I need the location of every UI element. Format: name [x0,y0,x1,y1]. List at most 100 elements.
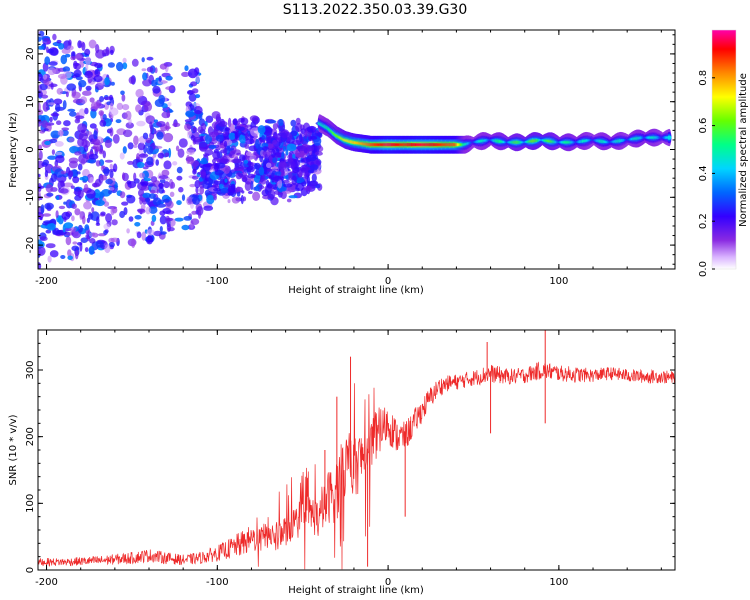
heatmap-cell [60,180,65,188]
heatmap-cell [89,123,97,129]
heatmap-cell [292,154,296,159]
heatmap-cell [199,160,209,165]
heatmap-cell [45,229,52,234]
heatmap-cell [140,204,146,210]
heatmap-cell [98,110,105,116]
heatmap-cell [116,61,124,72]
heatmap-cell [128,76,136,84]
heatmap-cell [81,175,89,182]
heatmap-cell [104,139,112,148]
heatmap-cell [159,63,167,70]
y-tick-label: -20 [25,237,36,253]
heatmap-cell [68,137,75,143]
heatmap-cell [184,65,189,72]
y-tick-label: 300 [25,360,36,379]
heatmap-cell [108,189,113,195]
heatmap-cell [186,196,193,206]
heatmap-cell [135,88,144,98]
heatmap-cell [119,152,125,160]
heatmap-cell [38,72,43,82]
heatmap-cell [177,148,185,158]
heatmap-cell [206,194,215,205]
heatmap-cell [102,114,107,121]
heatmap-cell [193,106,203,115]
heatmap-cell [257,125,266,135]
heatmap-cell [42,213,51,217]
heatmap-cell [176,175,183,181]
heatmap-cell [140,185,149,191]
heatmap-cell [133,144,138,148]
heatmap-cell [125,110,132,121]
heatmap-cell [190,81,198,87]
heatmap-cell [148,193,156,199]
heatmap-cell [126,160,134,165]
heatmap-cell [192,168,197,175]
heatmap-cell [77,123,87,133]
heatmap-cell [43,220,53,224]
heatmap-cell [112,134,120,144]
heatmap-cell [154,99,165,107]
heatmap-cell [176,200,182,206]
heatmap-cell [94,62,103,69]
heatmap-cell [215,134,224,142]
heatmap-cell [141,231,147,241]
heatmap-cell [67,45,74,51]
heatmap-cell [73,60,78,70]
x-tick-label: -200 [35,276,58,287]
heatmap-cell [78,132,89,141]
heatmap-cell [88,39,97,49]
heatmap-cell [174,217,184,222]
heatmap-cell [74,151,82,156]
heatmap-cell [295,122,303,132]
x-tick-label: -200 [35,577,58,588]
x-tick-label: -100 [206,276,229,287]
heatmap-cell [43,128,49,132]
heatmap-cell [116,102,124,110]
heatmap-cell [39,130,45,134]
snr-line [38,361,675,570]
heatmap-cell [298,171,303,178]
colorbar-tick-label: 0.6 [698,118,709,134]
heatmap-cell [314,151,323,156]
heatmap-cell [67,108,76,112]
heatmap-cell [315,160,321,165]
heatmap-cell [68,157,79,164]
heatmap-cell [47,67,56,76]
heatmap-cell [119,210,125,219]
heatmap-cell [68,170,74,178]
heatmap-cell [278,119,284,126]
heatmap-cell [213,188,222,192]
heatmap-cell [208,145,217,149]
heatmap-cell [266,168,273,172]
heatmap-cell [254,138,260,149]
heatmap-cell [275,152,281,158]
heatmap-cell [166,109,171,118]
heatmap-cell [266,183,273,189]
heatmap-cell [109,49,114,56]
heatmap-cell [311,173,317,182]
heatmap-cell [184,123,191,131]
heatmap-cell [63,201,67,205]
heatmap-cell [235,186,241,193]
heatmap-cell [158,175,169,180]
heatmap-cell [244,143,250,149]
heatmap-cell [223,165,230,174]
heatmap-cell [59,188,69,194]
y-tick-label: -10 [25,189,36,205]
colorbar-tick-label: 0.0 [698,261,709,277]
heatmap-cell [95,160,101,167]
heatmap-cell [157,152,165,159]
heatmap-cell [77,189,84,199]
heatmap-cell [78,153,89,164]
heatmap-cell [133,135,139,146]
heatmap-cell [224,178,228,183]
heatmap-cell [152,85,161,94]
heatmap-cell [38,246,46,256]
heatmap-cell [175,145,180,152]
heatmap-cell [77,163,83,171]
heatmap-cell [153,230,163,237]
figure-title: S113.2022.350.03.39.G30 [282,2,468,18]
heatmap-cell [167,102,172,107]
heatmap-cell [228,132,236,140]
heatmap-cell [165,75,173,81]
